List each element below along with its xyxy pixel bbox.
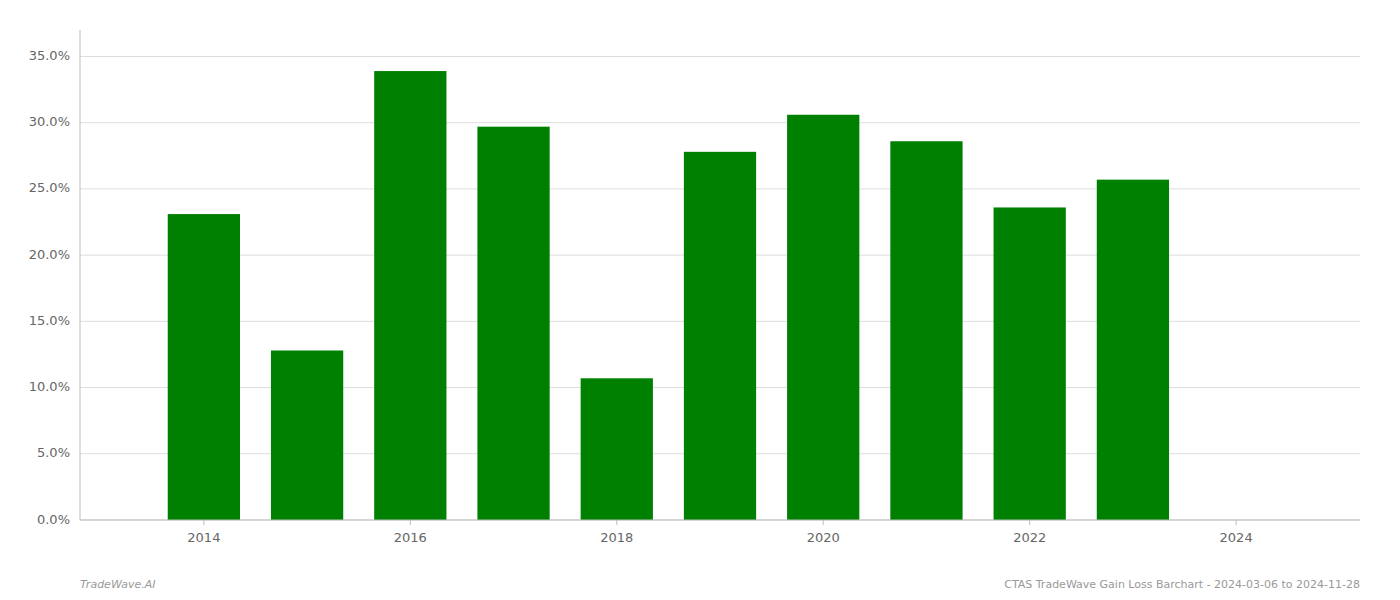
y-tick-label: 10.0% <box>29 379 70 394</box>
grid-line <box>80 520 1360 521</box>
x-tick-label: 2024 <box>1220 530 1253 545</box>
footer-left: TradeWave.AI <box>80 578 155 591</box>
grid-line <box>80 56 1360 57</box>
bar <box>168 214 240 520</box>
x-tick-label: 2016 <box>394 530 427 545</box>
y-tick-label: 25.0% <box>29 180 70 195</box>
grid-line <box>80 122 1360 123</box>
footer-right: CTAS TradeWave Gain Loss Barchart - 2024… <box>1004 578 1360 591</box>
chart-container: 0.0% 5.0% 10.0% 15.0% 20.0% 25.0% 30.0% 35.0% 20… <box>0 0 1400 600</box>
x-tick <box>823 520 824 525</box>
bar <box>581 378 653 520</box>
x-tick <box>410 520 411 525</box>
y-tick-label: 35.0% <box>29 48 70 63</box>
bar <box>994 207 1066 520</box>
x-tick <box>1236 520 1237 525</box>
x-tick <box>616 520 617 525</box>
y-axis: 0.0% 5.0% 10.0% 15.0% 20.0% 25.0% 30.0% 35.0% <box>29 30 80 527</box>
x-tick-label: 2018 <box>600 530 633 545</box>
x-tick <box>1029 520 1030 525</box>
bar <box>374 71 446 520</box>
x-axis: 2014 2016 2018 2020 2022 2024 <box>80 520 1360 545</box>
x-tick-label: 2022 <box>1013 530 1046 545</box>
y-tick-label: 30.0% <box>29 114 70 129</box>
bars <box>168 71 1169 520</box>
y-tick-label: 20.0% <box>29 247 70 262</box>
x-tick <box>203 520 204 525</box>
y-axis-line <box>80 30 81 520</box>
x-tick-label: 2020 <box>807 530 840 545</box>
chart-svg: 0.0% 5.0% 10.0% 15.0% 20.0% 25.0% 30.0% 35.0% 20… <box>0 0 1400 600</box>
bar <box>271 350 343 520</box>
y-tick-label: 15.0% <box>29 313 70 328</box>
bar <box>890 141 962 520</box>
x-axis-line <box>80 520 1360 521</box>
y-tick-label: 0.0% <box>37 512 70 527</box>
x-tick-label: 2014 <box>187 530 220 545</box>
y-tick-label: 5.0% <box>37 445 70 460</box>
bar <box>477 127 549 520</box>
bar <box>787 115 859 520</box>
bar <box>1097 180 1169 520</box>
y-grid <box>80 56 1360 520</box>
bar <box>684 152 756 520</box>
